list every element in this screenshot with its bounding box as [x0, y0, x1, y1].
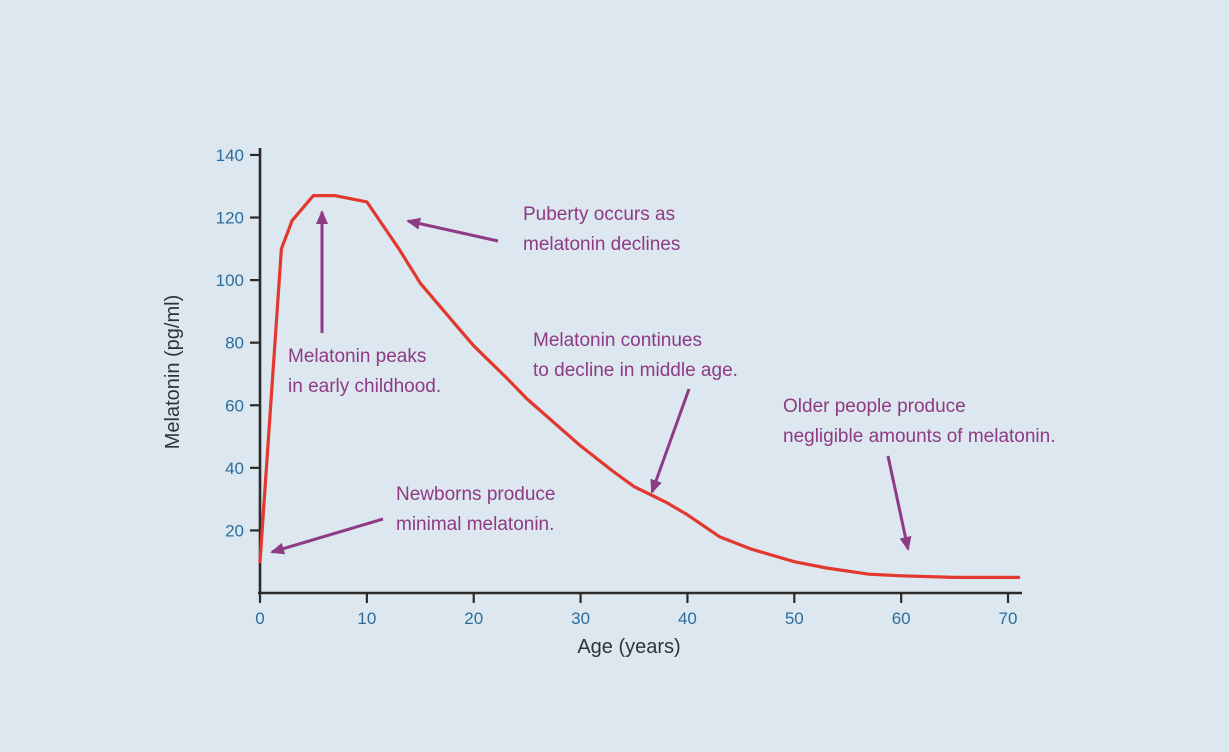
annotation-text-puberty: Puberty occurs as melatonin declines [523, 204, 680, 255]
annotation-text-middle-age: Melatonin continues to decline in middle … [533, 330, 738, 381]
annotation-arrow-middle-age [650, 388, 691, 494]
y-tick-label: 40 [225, 459, 244, 478]
annotation-arrow-older-people [886, 455, 912, 551]
annotation-newborns: Newborns produce minimal melatonin. [270, 484, 555, 555]
x-tick-label: 30 [571, 609, 590, 628]
y-tick-label: 140 [216, 146, 244, 165]
tick-marks [250, 153, 1010, 603]
annotation-text-newborns: Newborns produce minimal melatonin. [396, 484, 555, 535]
axes [258, 148, 1022, 595]
annotation-arrow-newborns [270, 517, 384, 555]
x-tick-label: 60 [892, 609, 911, 628]
x-tick-label: 70 [999, 609, 1018, 628]
y-tick-label: 20 [225, 521, 244, 540]
x-tick-label: 50 [785, 609, 804, 628]
annotation-text-older-people: Older people produce negligible amounts o… [783, 396, 1056, 447]
x-tick-label: 0 [255, 609, 264, 628]
annotations-layer: Puberty occurs as melatonin declines Melat… [270, 204, 1056, 555]
melatonin-curve [258, 194, 1021, 580]
tick-labels: 20 40 60 80 100 120 140 0 10 20 30 40 50 60 70 [216, 146, 1018, 628]
y-tick-label: 80 [225, 334, 244, 353]
annotation-arrow-puberty [406, 217, 499, 243]
annotation-older-people: Older people produce negligible amounts o… [783, 396, 1056, 551]
annotation-peak-childhood: Melatonin peaks in early childhood. [288, 210, 441, 397]
y-tick-label: 100 [216, 271, 244, 290]
annotation-text-peak-childhood: Melatonin peaks in early childhood. [288, 346, 441, 397]
x-tick-label: 40 [678, 609, 697, 628]
y-tick-label: 60 [225, 396, 244, 415]
x-axis-title: Age (years) [577, 636, 680, 658]
x-tick-label: 10 [357, 609, 376, 628]
annotation-middle-age: Melatonin continues to decline in middle … [533, 330, 738, 494]
y-axis-title: Melatonin (pg/ml) [162, 295, 184, 450]
x-tick-label: 20 [464, 609, 483, 628]
y-tick-label: 120 [216, 209, 244, 228]
annotation-puberty: Puberty occurs as melatonin declines [406, 204, 680, 255]
series-layer [258, 194, 1021, 580]
